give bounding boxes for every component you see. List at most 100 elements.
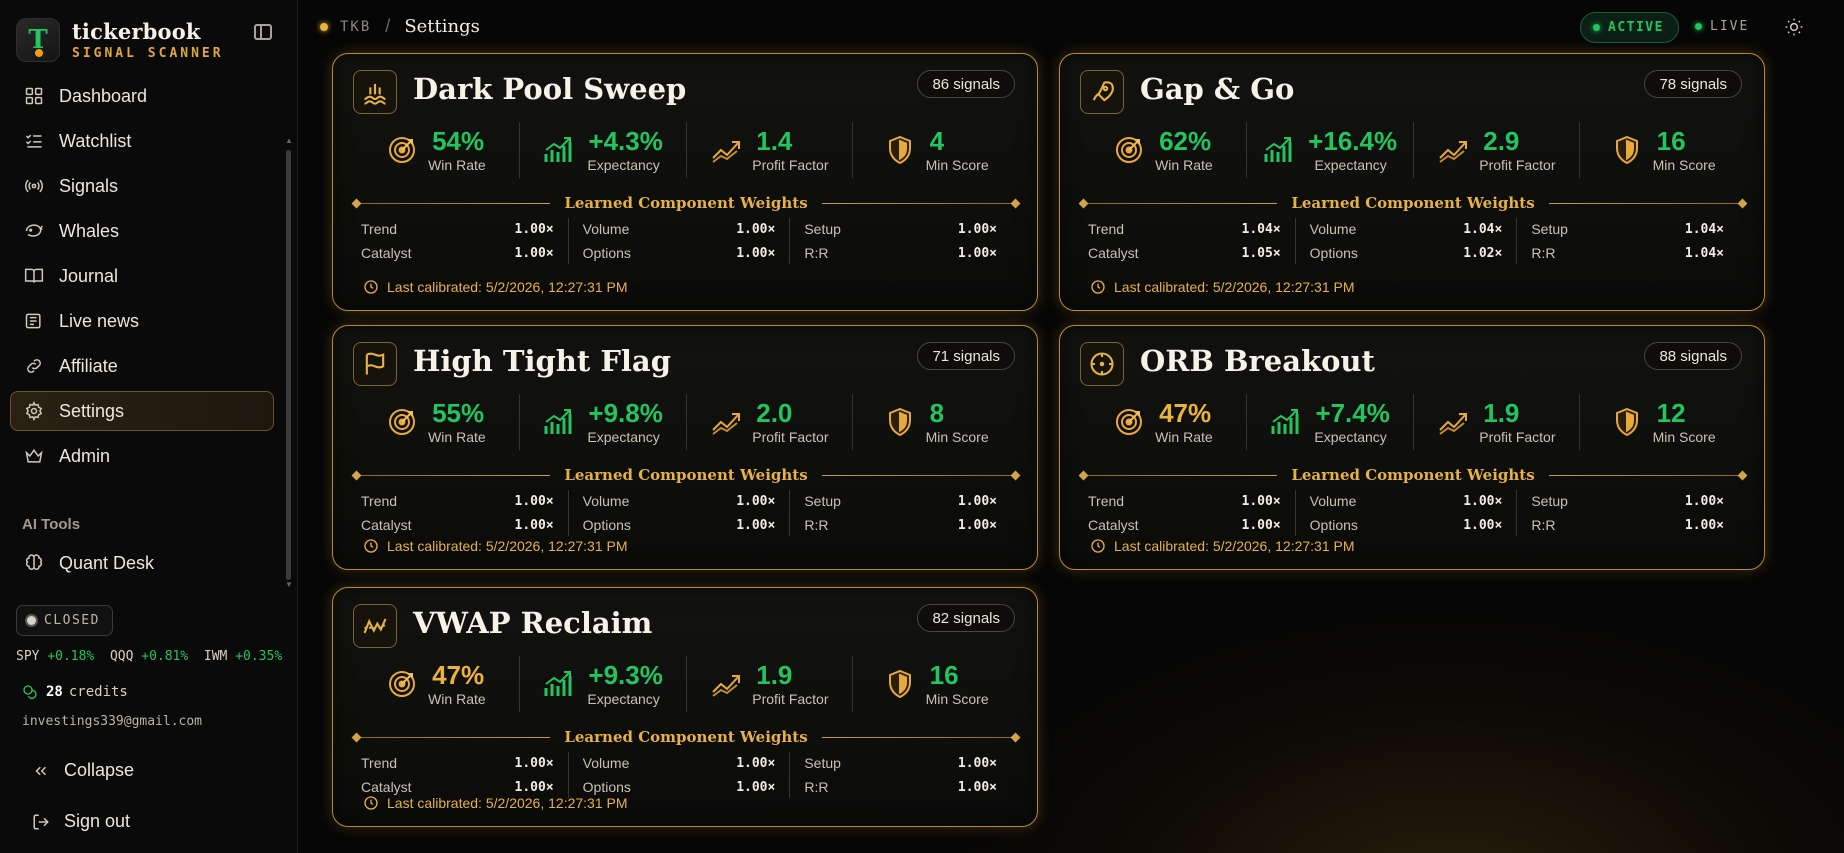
min-score-value: 4: [929, 126, 945, 156]
weight-row: R:R 1.00×: [804, 242, 997, 264]
weight-label: Volume: [582, 493, 630, 509]
breadcrumb-root[interactable]: TKB: [340, 18, 372, 35]
weight-row: Trend 1.00×: [361, 752, 554, 774]
metric-win-rate: 54% Win Rate: [353, 122, 519, 178]
strategy-card-dark-pool-sweep[interactable]: Dark Pool Sweep 86 signals 54% Win Rate +…: [332, 53, 1038, 311]
weight-row: R:R 1.04×: [1531, 242, 1724, 264]
weight-row: Trend 1.04×: [1088, 218, 1281, 240]
metric-label: Expectancy: [1314, 157, 1387, 173]
metric-label: Profit Factor: [752, 429, 829, 445]
live-dot-icon: [1695, 23, 1702, 30]
weight-value: 1.00×: [1684, 493, 1725, 509]
coins-icon: [23, 685, 37, 699]
flag-icon: [353, 342, 397, 386]
weight-row: Trend 1.00×: [1088, 490, 1281, 512]
shield-icon: [884, 668, 916, 700]
weight-value: 1.00×: [514, 245, 554, 261]
sidebar-item-quant-desk[interactable]: Quant Desk: [10, 543, 274, 583]
metric-label: Expectancy: [1314, 429, 1387, 445]
sidebar-item-affiliate[interactable]: Affiliate: [10, 346, 274, 386]
sidebar-item-settings[interactable]: Settings: [10, 391, 274, 431]
ai-tools-heading: AI Tools: [22, 516, 81, 533]
link-icon: [23, 355, 45, 377]
sidebar-scrollbar[interactable]: [286, 150, 291, 580]
active-label: ACTIVE: [1608, 20, 1664, 35]
strategy-card-high-tight-flag[interactable]: High Tight Flag 71 signals 55% Win Rate +…: [332, 325, 1038, 570]
metric-min-score: 16 Min Score: [1579, 122, 1746, 178]
ticker-change: +0.81%: [141, 649, 189, 664]
vwap-icon: [353, 604, 397, 648]
collapse-button[interactable]: Collapse: [32, 760, 134, 781]
clock-icon: [364, 796, 378, 810]
metric-expectancy: +16.4% Expectancy: [1245, 122, 1413, 178]
sidebar-item-journal[interactable]: Journal: [10, 256, 274, 296]
ticker-symbol: IWM: [203, 649, 228, 664]
strategy-card-orb-breakout[interactable]: ORB Breakout 88 signals 47% Win Rate +7.4…: [1059, 325, 1765, 570]
weight-label: Options: [582, 517, 631, 533]
weights-column: Setup 1.00× R:R 1.00×: [1516, 490, 1738, 536]
theme-toggle-button[interactable]: [1784, 17, 1804, 37]
scroll-down-arrow[interactable]: ▼: [285, 580, 293, 589]
weight-label: R:R: [804, 245, 829, 261]
metric-profit-factor: 1.4 Profit Factor: [685, 122, 853, 178]
metric-label: Min Score: [925, 691, 989, 707]
brain-icon: [23, 552, 45, 574]
weight-row: Options 1.02×: [1310, 242, 1503, 264]
scroll-up-arrow[interactable]: ▲: [285, 136, 293, 145]
sidebar-item-dashboard[interactable]: Dashboard: [10, 76, 274, 116]
sidebar-item-label: Live news: [59, 310, 140, 331]
calibrated-time: 5/2/2026, 12:27:31 PM: [1212, 279, 1355, 295]
weights-divider: Learned Component Weights: [1078, 194, 1748, 212]
signal-count-badge: 88 signals: [1644, 342, 1742, 370]
weight-row: Setup 1.00×: [804, 218, 997, 240]
weight-value: 1.00×: [1463, 517, 1503, 533]
weight-value: 1.00×: [957, 221, 998, 237]
sidebar-item-watchlist[interactable]: Watchlist: [10, 121, 274, 161]
trending-up-icon: [710, 134, 742, 166]
sidebar-item-signals[interactable]: Signals: [10, 166, 274, 206]
sign-out-button[interactable]: Sign out: [32, 811, 130, 832]
metric-min-score: 12 Min Score: [1579, 394, 1746, 450]
metric-win-rate: 47% Win Rate: [1080, 394, 1246, 450]
weights-divider: Learned Component Weights: [351, 466, 1021, 484]
weight-value: 1.00×: [1463, 493, 1503, 509]
weight-row: Trend 1.00×: [361, 490, 554, 512]
clock-icon: [1091, 280, 1105, 294]
strategy-card-vwap-reclaim[interactable]: VWAP Reclaim 82 signals 47% Win Rate +9.3…: [332, 587, 1038, 827]
metrics-row: 47% Win Rate +7.4% Expectancy 1.9 Profit Fa…: [1080, 394, 1746, 450]
sidebar-item-label: Quant Desk: [59, 552, 155, 573]
status-dot-icon: [1593, 24, 1600, 31]
last-calibrated: Last calibrated: 5/2/2026, 12:27:31 PM: [1090, 538, 1355, 554]
card-title: Dark Pool Sweep: [413, 72, 687, 106]
weight-value: 1.00×: [514, 221, 554, 237]
weights-column: Trend 1.00× Catalyst 1.00×: [361, 490, 568, 536]
weight-value: 1.04×: [1241, 221, 1281, 237]
target-icon: [386, 134, 418, 166]
breadcrumb-separator: /: [385, 16, 391, 36]
weights-column: Volume 1.00× Options 1.00×: [1294, 490, 1517, 536]
weight-value: 1.00×: [1684, 517, 1725, 533]
last-calibrated: Last calibrated: 5/2/2026, 12:27:31 PM: [1090, 279, 1355, 295]
brand[interactable]: T tickerbook SIGNAL SCANNER: [16, 18, 224, 62]
sidebar-item-whales[interactable]: Whales: [10, 211, 274, 251]
metric-label: Expectancy: [587, 691, 660, 707]
sidebar-toggle-icon[interactable]: [254, 24, 272, 40]
expectancy-value: +4.3%: [588, 126, 663, 156]
sidebar-item-admin[interactable]: Admin: [10, 436, 274, 476]
weight-value: 1.00×: [514, 755, 554, 771]
profit-factor-value: 1.9: [756, 660, 793, 690]
diamond-icon: [351, 732, 362, 742]
sidebar: T tickerbook SIGNAL SCANNER Dashboard Wa…: [0, 0, 298, 853]
diamond-icon: [1010, 470, 1021, 480]
weight-row: Volume 1.04×: [1310, 218, 1503, 240]
strategy-card-gap-go[interactable]: Gap & Go 78 signals 62% Win Rate +16.4% Ex…: [1059, 53, 1765, 311]
weight-label: Setup: [804, 493, 841, 509]
trending-up-icon: [1437, 134, 1469, 166]
weights-column: Setup 1.00× R:R 1.00×: [789, 490, 1011, 536]
bar-chart-up-icon: [1269, 406, 1301, 438]
weight-value: 1.00×: [1241, 493, 1281, 509]
sidebar-item-live-news[interactable]: Live news: [10, 301, 274, 341]
live-label: LIVE: [1710, 19, 1750, 34]
metric-min-score: 16 Min Score: [852, 656, 1019, 712]
diamond-icon: [1078, 198, 1089, 208]
